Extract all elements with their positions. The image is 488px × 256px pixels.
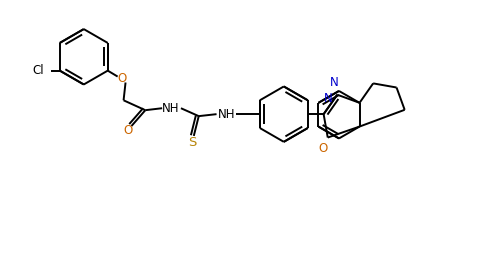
Text: O: O [318,143,327,155]
Text: O: O [117,72,126,85]
Text: NH: NH [218,108,235,121]
Text: O: O [123,124,132,137]
Text: NH: NH [163,102,180,115]
Text: N: N [330,76,339,89]
Text: S: S [187,136,196,149]
Text: Cl: Cl [32,64,44,77]
Text: N: N [324,92,332,105]
